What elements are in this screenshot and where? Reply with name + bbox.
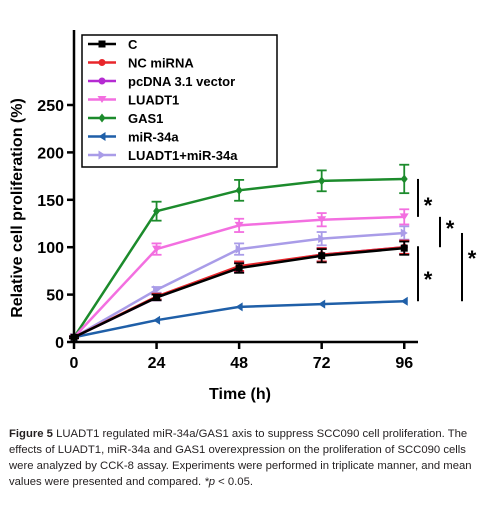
- data-point: [318, 299, 326, 309]
- legend-label: pcDNA 3.1 vector: [128, 74, 235, 89]
- series-mir-34a: [70, 296, 408, 342]
- y-tick-label: 150: [37, 193, 64, 210]
- legend-marker: [98, 40, 106, 48]
- data-point: [234, 221, 244, 229]
- y-tick-label: 100: [37, 240, 64, 257]
- line-chart: 0 50 100 150 200 250 0 24 48 72 96 C NC miRNA pcDNA …: [9, 30, 477, 403]
- legend-label: GAS1: [128, 111, 163, 126]
- legend-label: NC miRNA: [128, 56, 194, 71]
- legend-marker: [98, 59, 106, 66]
- plot-area: [69, 163, 410, 342]
- series-luadt1-mir-34a: [69, 225, 410, 342]
- legend-label: miR-34a: [128, 130, 179, 145]
- series-c: [69, 240, 410, 341]
- data-point: [153, 315, 161, 325]
- caption-lead: Figure 5: [9, 428, 53, 440]
- data-point: [235, 244, 243, 254]
- legend-entry: GAS1: [88, 111, 163, 126]
- data-point: [317, 216, 327, 224]
- legend-marker: [98, 132, 106, 141]
- legend-entry: C: [88, 37, 138, 52]
- data-point: [235, 302, 243, 312]
- caption-significance-symbol: *p: [204, 476, 215, 488]
- figure-caption: Figure 5 LUADT1 regulated miR-34a/GAS1 a…: [9, 426, 487, 490]
- legend-label: LUADT1+miR-34a: [128, 148, 238, 163]
- series-line: [73, 215, 405, 339]
- data-point: [235, 264, 243, 272]
- data-point: [318, 176, 326, 186]
- data-point: [400, 228, 408, 238]
- data-point: [235, 185, 243, 195]
- legend-label: C: [128, 37, 138, 52]
- legend-label: LUADT1: [128, 93, 179, 108]
- y-axis-label: Relative cell proliferation (%): [9, 98, 26, 318]
- legend-entry: LUADT1+miR-34a: [88, 148, 238, 163]
- x-axis-label: Time (h): [209, 386, 271, 403]
- legend-marker: [98, 150, 106, 160]
- caption-tail: < 0.05.: [215, 476, 254, 488]
- y-tick-label: 0: [55, 335, 64, 352]
- data-point: [400, 296, 408, 306]
- data-point: [318, 252, 326, 260]
- significance-star: *: [446, 216, 455, 241]
- data-point: [318, 234, 326, 244]
- legend-entry: pcDNA 3.1 vector: [88, 74, 235, 89]
- series-gas1: [69, 163, 410, 342]
- significance-star: *: [424, 193, 433, 218]
- data-point: [153, 293, 161, 301]
- x-tick-label: 48: [230, 355, 248, 372]
- data-point: [400, 174, 408, 184]
- significance-star: *: [424, 267, 433, 292]
- y-tick-label: 50: [46, 288, 64, 305]
- y-tick-label: 250: [37, 98, 64, 115]
- x-tick-label: 24: [148, 355, 166, 372]
- significance-star: *: [468, 246, 477, 271]
- y-tick-label: 200: [37, 145, 64, 162]
- legend-marker: [98, 77, 106, 85]
- data-point: [153, 285, 161, 295]
- x-tick-label: 96: [395, 355, 413, 372]
- data-point: [400, 244, 408, 252]
- legend-entry: miR-34a: [88, 130, 179, 145]
- data-point: [399, 213, 409, 221]
- legend: C NC miRNA pcDNA 3.1 vector LUADT1 GAS1 miR-3…: [81, 34, 278, 168]
- data-point: [153, 206, 161, 216]
- axes: 0 50 100 150 200 250 0 24 48 72 96: [37, 30, 418, 372]
- x-tick-label: 72: [313, 355, 331, 372]
- legend-entry: LUADT1: [88, 93, 179, 108]
- legend-marker: [97, 96, 107, 103]
- x-tick-label: 0: [70, 355, 79, 372]
- legend-box: [81, 34, 278, 168]
- series-luadt1: [69, 208, 410, 341]
- caption-text: LUADT1 regulated miR-34a/GAS1 axis to su…: [9, 428, 472, 488]
- legend-marker: [98, 113, 106, 123]
- data-point: [152, 245, 162, 253]
- significance-brackets: * * * *: [417, 178, 477, 302]
- legend-entry: NC miRNA: [88, 56, 194, 71]
